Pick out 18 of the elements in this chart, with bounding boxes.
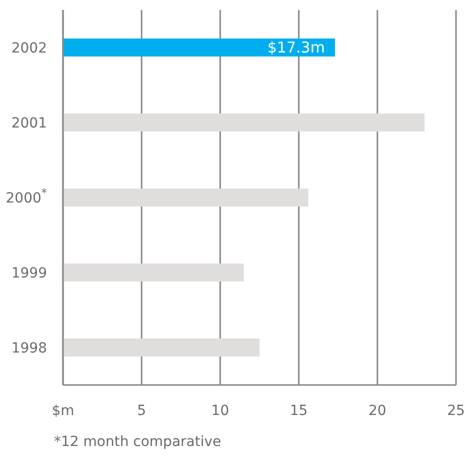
bar	[63, 38, 335, 56]
x-tick-label: 20	[368, 403, 386, 419]
bar	[63, 188, 308, 206]
data-label: $17.3m	[267, 38, 325, 56]
x-tick-label: 5	[137, 403, 146, 419]
bar	[63, 114, 425, 132]
y-tick-label: 2000$^{*}$	[6, 186, 48, 206]
text: *12 month comparative	[54, 434, 222, 450]
x-tick-label: $m	[52, 403, 74, 419]
y-tick-label: 1999	[11, 266, 47, 282]
x-tick-label: 10	[211, 403, 230, 419]
y-tick-label: 2002	[11, 40, 47, 56]
x-tick-label: 15	[290, 403, 308, 419]
bar	[63, 338, 260, 356]
bar	[63, 264, 244, 282]
y-tick-label: 2001	[11, 116, 47, 132]
x-tick-label: 25	[447, 403, 465, 419]
y-tick-label: 1998	[11, 340, 47, 356]
